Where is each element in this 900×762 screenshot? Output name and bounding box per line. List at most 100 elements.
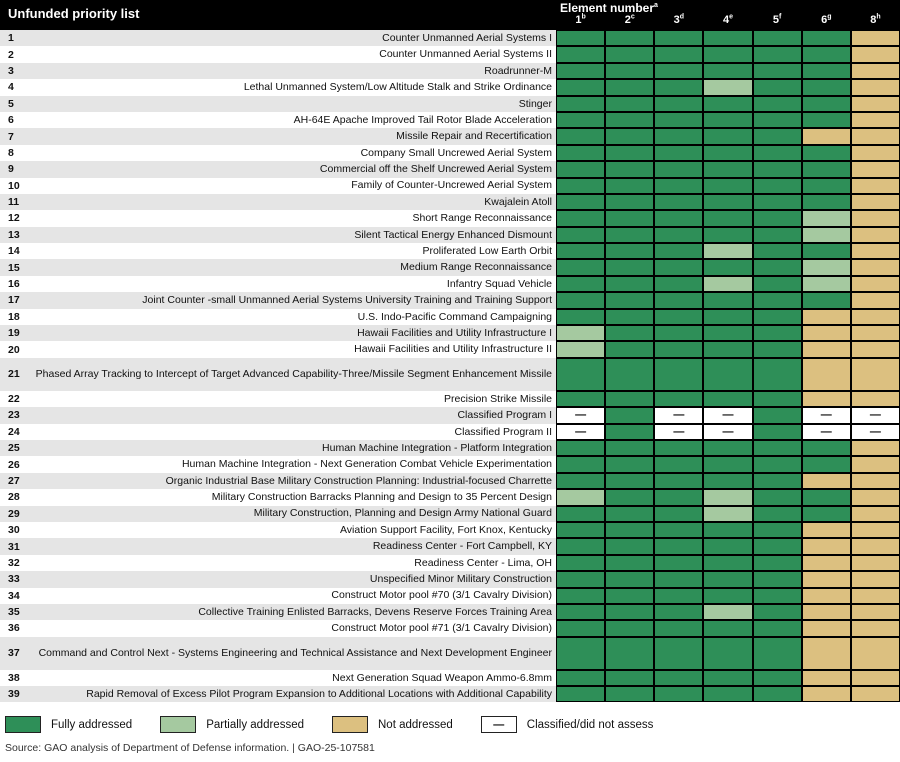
legend-swatch-c: — [480, 716, 517, 734]
status-cell-4: — [703, 423, 753, 440]
status-cell-4 [703, 79, 753, 96]
status-cell-1 [556, 161, 606, 178]
row-rank: 10 [8, 179, 20, 192]
legend-swatch-f [5, 716, 41, 734]
status-cell-8 [850, 587, 900, 604]
status-cell-5 [752, 275, 802, 293]
status-cell-8 [850, 161, 900, 178]
status-cell-6 [801, 390, 851, 408]
row-label-cell: 20 Hawaii Facilities and Utility Infrastr… [0, 341, 556, 357]
table-row: 19 Hawaii Facilities and Utility Infrastr… [0, 325, 900, 342]
status-cell-2 [605, 111, 655, 129]
row-label-cell: 36 Construct Motor pool #71 (3/1 Cavalry … [0, 620, 556, 636]
status-cell-4 [703, 243, 753, 260]
status-cell-5 [752, 226, 802, 244]
row-rank: 26 [8, 458, 20, 471]
row-rank: 33 [8, 573, 20, 586]
status-cell-4 [703, 439, 753, 457]
row-rank: 29 [8, 507, 20, 520]
column-header-2: 2c [624, 13, 635, 26]
status-cell-8 [850, 505, 900, 522]
status-cell-8 [850, 210, 900, 227]
status-cell-6: — [801, 407, 851, 424]
status-cell-4 [703, 521, 753, 539]
table-row: 25 Human Machine Integration - Platform I… [0, 439, 900, 457]
status-cell-4 [703, 571, 753, 588]
status-cell-3 [654, 554, 704, 572]
row-rank: 6 [8, 114, 14, 127]
row-label-cell: 18 U.S. Indo-Pacific Command Campaigning [0, 309, 556, 325]
row-name: Next Generation Squad Weapon Ammo-6.8mm [332, 671, 552, 684]
status-cell-5 [752, 62, 802, 80]
status-cell-6 [801, 587, 851, 604]
table-row: 33 Unspecified Minor Military Constructio… [0, 571, 900, 588]
status-cell-1 [556, 30, 606, 47]
status-cell-5 [752, 390, 802, 408]
table-row: 26 Human Machine Integration - Next Gener… [0, 456, 900, 473]
row-label-cell: 4 Lethal Unmanned System/Low Altitude Sta… [0, 79, 556, 95]
table-row: 32 Readiness Center - Lima, OH [0, 554, 900, 572]
status-cell-6: — [801, 423, 851, 440]
row-label-cell: 33 Unspecified Minor Military Constructio… [0, 571, 556, 588]
status-cell-3 [654, 620, 704, 637]
status-cell-1 [556, 111, 606, 129]
status-cell-8 [850, 357, 900, 391]
row-name: Proliferated Low Earth Orbit [422, 245, 552, 258]
row-label-cell: 9 Commercial off the Shelf Uncrewed Aeria… [0, 161, 556, 178]
element-number-label: Element number [560, 1, 655, 15]
status-cell-6 [801, 439, 851, 457]
status-cell-4 [703, 292, 753, 309]
table-row: 3 Roadrunner-M [0, 62, 900, 80]
status-cell-4 [703, 144, 753, 162]
status-cell-3 [654, 636, 704, 670]
status-cell-8 [850, 521, 900, 539]
table-row: 17 Joint Counter -small Unmanned Aerial S… [0, 292, 900, 309]
status-cell-1 [556, 144, 606, 162]
row-name: Roadrunner-M [484, 64, 552, 77]
status-cell-1 [556, 308, 606, 326]
status-cell-6 [801, 620, 851, 637]
status-cell-8 [850, 259, 900, 276]
table-row: 39 Rapid Removal of Excess Pilot Program … [0, 686, 900, 703]
page-title: Unfunded priority list [8, 6, 140, 21]
status-cell-1 [556, 193, 606, 211]
table-row: 23 Classified Program I — — — — — [0, 407, 900, 424]
row-label-cell: 26 Human Machine Integration - Next Gener… [0, 456, 556, 472]
status-cell-5 [752, 243, 802, 260]
row-name: Classified Program II [454, 425, 552, 438]
status-cell-1 [556, 489, 606, 506]
status-cell-8 [850, 439, 900, 457]
status-cell-4 [703, 46, 753, 63]
row-name: Human Machine Integration - Platform Int… [322, 441, 552, 454]
row-rank: 25 [8, 442, 20, 455]
status-cell-4 [703, 62, 753, 80]
status-cell-1 [556, 587, 606, 604]
source-note: Source: GAO analysis of Department of De… [5, 742, 375, 755]
status-cell-2 [605, 341, 655, 358]
status-cell-3 [654, 259, 704, 276]
row-name: Counter Unmanned Aerial Systems I [382, 31, 552, 44]
status-cell-2 [605, 62, 655, 80]
status-cell-2 [605, 144, 655, 162]
status-cell-3 [654, 357, 704, 391]
status-cell-4 [703, 95, 753, 112]
table-row: 30 Aviation Support Facility, Fort Knox, … [0, 521, 900, 539]
row-label-cell: 31 Readiness Center - Fort Campbell, KY [0, 538, 556, 555]
status-cell-8 [850, 538, 900, 555]
status-cell-5 [752, 177, 802, 194]
status-cell-6 [801, 62, 851, 80]
table-row: 28 Military Construction Barracks Plannin… [0, 489, 900, 506]
row-name: Missile Repair and Recertification [396, 130, 552, 143]
status-cell-1 [556, 505, 606, 522]
status-cell-5 [752, 489, 802, 506]
row-name: Unspecified Minor Military Construction [369, 573, 552, 586]
legend-swatch-n [332, 716, 368, 734]
status-cell-5 [752, 439, 802, 457]
status-cell-4 [703, 669, 753, 687]
status-cell-8 [850, 275, 900, 293]
status-cell-3 [654, 308, 704, 326]
status-cell-6 [801, 111, 851, 129]
row-rank: 22 [8, 393, 20, 405]
status-cell-6 [801, 636, 851, 670]
row-label-cell: 25 Human Machine Integration - Platform I… [0, 439, 556, 457]
